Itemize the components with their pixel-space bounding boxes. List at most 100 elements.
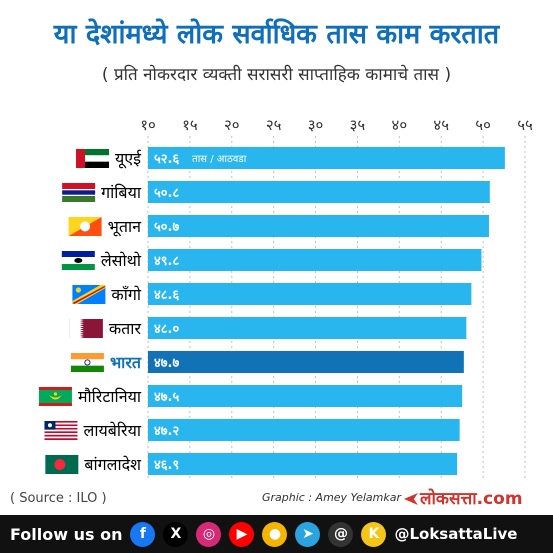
telegram-icon[interactable]: ➤ xyxy=(295,521,321,547)
social-handle[interactable]: @LoksattaLive xyxy=(394,525,518,543)
flag-icon xyxy=(70,359,104,366)
y-tick-label: कतार xyxy=(109,319,142,338)
flag-icon xyxy=(62,183,96,189)
x-tick-label: ४० xyxy=(392,116,408,134)
flag-icon xyxy=(76,149,86,168)
flag-icon xyxy=(44,431,78,434)
sharechat-icon[interactable]: ● xyxy=(262,521,288,547)
data-label: ४७.५ xyxy=(154,390,179,405)
follow-label: Follow us on xyxy=(10,524,123,544)
x-tick-label: ३५ xyxy=(350,116,366,134)
flag-icon xyxy=(85,161,110,168)
flag-icon xyxy=(44,421,78,423)
flag-icon xyxy=(74,258,83,263)
social-icons: f X ◎ ▶ ● ➤ @ K xyxy=(130,521,394,547)
flag-icon xyxy=(72,285,106,304)
y-tick-label: लेसोथो xyxy=(101,251,142,270)
chart-title: या देशांमध्ये लोक सर्वाधिक तास काम करतात xyxy=(53,19,500,50)
flag-icon xyxy=(70,353,104,360)
data-label: ४८.६ xyxy=(154,288,179,303)
graphic-credit: Graphic : Amey Yelamkar xyxy=(262,491,401,504)
data-label: ४७.२ xyxy=(154,424,179,439)
bar xyxy=(148,385,463,407)
flag-icon xyxy=(45,455,79,474)
flag-icon xyxy=(38,403,72,406)
data-label: ५०.७ xyxy=(154,220,179,235)
flag-icon xyxy=(53,392,58,396)
x-tick-label: १० xyxy=(140,116,156,134)
y-tick-label: काँगो xyxy=(111,285,141,304)
flag-icon xyxy=(62,190,96,195)
bar xyxy=(148,419,460,441)
flag-icon xyxy=(44,438,78,440)
flag-icon xyxy=(38,387,72,406)
x-tick-label: २० xyxy=(224,116,240,134)
flag-icon xyxy=(85,155,110,162)
bar xyxy=(148,147,505,169)
bar xyxy=(148,181,490,203)
koo-icon[interactable]: K xyxy=(361,521,387,547)
bar xyxy=(148,453,458,475)
bar-chart: १० १५ २० २५ ३० ३५ ४० ४५ ५० ५५ ५२.६ तास / आठवडा यूएई ५… xyxy=(38,116,533,480)
y-tick-label: बांगलादेश xyxy=(84,455,142,474)
flag-icon xyxy=(62,196,96,202)
threads-icon[interactable]: @ xyxy=(328,521,354,547)
flag-icon xyxy=(44,427,78,430)
y-tick-label: भूतान xyxy=(108,217,143,237)
flag-icon xyxy=(44,422,78,425)
x-tick-label: ४५ xyxy=(433,116,449,134)
bar xyxy=(148,317,467,339)
instagram-icon[interactable]: ◎ xyxy=(196,521,222,547)
flag-icon xyxy=(70,365,104,372)
flag-icon xyxy=(75,287,82,293)
x-tick-label: ५५ xyxy=(517,116,533,134)
y-tick-label: लायबेरिया xyxy=(83,421,141,440)
youtube-icon[interactable]: ▶ xyxy=(229,521,255,547)
flag-icon xyxy=(69,319,84,338)
flag-icon xyxy=(54,459,66,470)
x-icon[interactable]: X xyxy=(163,521,189,547)
flag-icon xyxy=(61,264,95,270)
brand-text: लोकसत्ता.com xyxy=(420,489,523,509)
flag-icon xyxy=(44,433,78,435)
y-tick-label: भारत xyxy=(110,353,142,372)
bar xyxy=(148,215,489,237)
data-label: ४७.७ xyxy=(154,356,179,371)
flag-icon xyxy=(44,429,78,432)
y-tick-label: मौरिटानिया xyxy=(78,387,142,406)
facebook-icon[interactable]: f xyxy=(130,521,156,547)
flag-icon xyxy=(44,421,78,440)
x-tick-label: ३० xyxy=(308,116,324,134)
bar xyxy=(148,283,472,305)
flag-icon xyxy=(44,436,78,439)
x-tick-label: ५० xyxy=(475,116,491,134)
flag-icon xyxy=(72,286,106,304)
flag-icon xyxy=(70,353,104,372)
flag-icon xyxy=(69,319,103,338)
flag-icon xyxy=(68,217,102,236)
bar xyxy=(148,351,464,373)
flag-icon xyxy=(44,426,78,428)
y-tick-label: गांबिया xyxy=(101,183,142,202)
y-tick-label: यूएई xyxy=(115,149,142,169)
flag-icon xyxy=(61,251,95,270)
flag-icon xyxy=(48,395,62,400)
flag-icon xyxy=(44,424,78,427)
data-label: ४९.८ xyxy=(154,254,179,269)
flag-icon xyxy=(84,359,91,366)
chart-subtitle: ( प्रति नोकरदार व्यक्ती सरासरी साप्ताहिक… xyxy=(101,65,452,85)
source-note: ( Source : ILO ) xyxy=(10,491,107,506)
social-footer: Follow us on f X ◎ ▶ ● ➤ @ K @LoksattaLive xyxy=(0,515,553,553)
data-label: ५२.६ xyxy=(154,152,179,167)
data-label: ४६.९ xyxy=(154,458,179,473)
flag-icon xyxy=(76,149,110,168)
flag-icon xyxy=(38,387,72,390)
brand-logo: लोकसत्ता.com xyxy=(404,486,523,509)
unit-note: तास / आठवडा xyxy=(192,154,247,165)
flag-icon xyxy=(47,423,52,428)
data-label: ५०.८ xyxy=(154,186,179,201)
loksatta-logo-icon xyxy=(404,493,418,505)
flag-icon xyxy=(85,149,110,156)
bar xyxy=(148,249,482,271)
flag-icon xyxy=(80,221,91,232)
